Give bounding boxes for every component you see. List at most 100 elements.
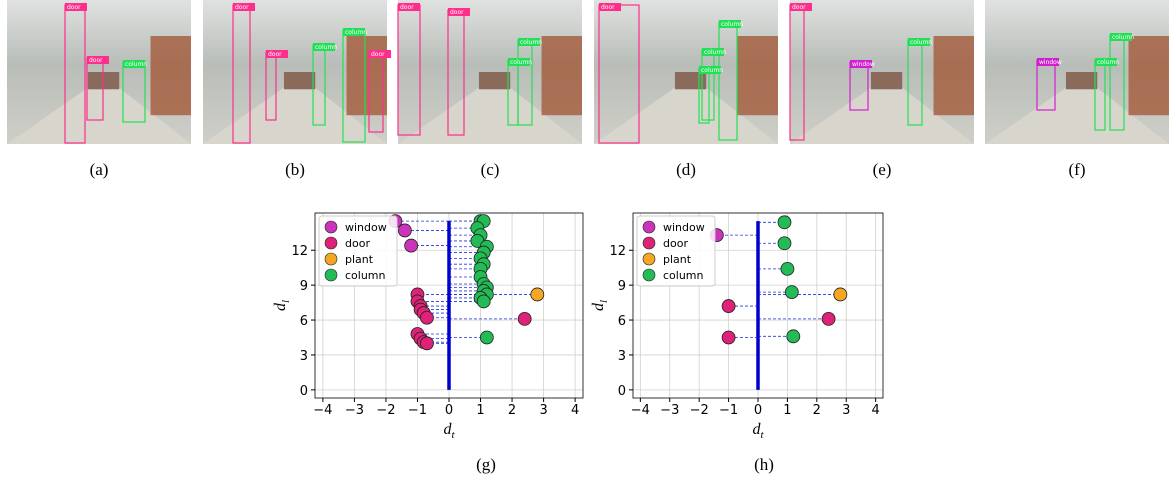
- y-tick-label: 6: [300, 314, 308, 329]
- photo-brick-wall: [151, 36, 191, 115]
- legend-label: door: [345, 237, 370, 250]
- legend-label: plant: [663, 253, 692, 266]
- detection-tag: column: [704, 49, 726, 56]
- x-tick-label: −4: [313, 403, 332, 418]
- detection-tag: door: [268, 51, 282, 58]
- photo-brick-wall: [1129, 36, 1169, 115]
- x-tick-label: 0: [445, 403, 453, 418]
- figure: door door column (a) door door column column doo…: [0, 0, 1169, 484]
- y-axis-label: dl: [590, 300, 610, 311]
- detection-tag: door: [450, 9, 464, 16]
- y-tick-label: 3: [618, 349, 626, 364]
- y-axis-label-sub: l: [598, 300, 610, 303]
- x-axis-label-sub: t: [451, 429, 455, 441]
- legend-marker: [643, 269, 655, 281]
- x-tick-label: 3: [539, 403, 547, 418]
- x-tick-label: −1: [408, 403, 427, 418]
- y-tick-label: 12: [609, 244, 626, 259]
- y-tick-label: 9: [300, 279, 308, 294]
- point: [531, 288, 544, 301]
- chart-caption: (g): [476, 455, 496, 474]
- x-tick-label: 1: [476, 403, 484, 418]
- x-tick-label: 1: [783, 403, 791, 418]
- x-axis-label: dt: [443, 421, 455, 441]
- photo-corridor: [284, 72, 315, 89]
- x-axis-label: dt: [752, 421, 764, 441]
- x-tick-label: 2: [813, 403, 821, 418]
- point: [518, 312, 531, 325]
- photo-corridor: [479, 72, 510, 89]
- detection-tag: column: [345, 29, 367, 36]
- y-tick-label: 0: [618, 384, 626, 399]
- detection-tag: door: [89, 57, 103, 64]
- y-tick-label: 6: [618, 314, 626, 329]
- legend-marker: [325, 269, 337, 281]
- y-tick-label: 9: [618, 279, 626, 294]
- point: [480, 331, 493, 344]
- point: [822, 312, 835, 325]
- x-tick-label: −3: [660, 403, 679, 418]
- x-tick-label: 2: [508, 403, 516, 418]
- legend-label: plant: [345, 253, 374, 266]
- detection-tag: door: [792, 4, 806, 11]
- point: [778, 216, 791, 229]
- detection-tag: window: [852, 61, 875, 68]
- photo-brick-wall: [934, 36, 974, 115]
- photo-caption: (e): [873, 160, 892, 179]
- photo-corridor: [1066, 72, 1097, 89]
- detection-tag: column: [910, 39, 932, 46]
- detection-tag: column: [520, 39, 542, 46]
- detection-tag: door: [235, 4, 249, 11]
- point: [722, 300, 735, 313]
- point: [781, 262, 794, 275]
- legend-label: door: [663, 237, 688, 250]
- photo-brick-wall: [542, 36, 582, 115]
- y-axis-label: dl: [272, 300, 292, 311]
- point: [477, 295, 490, 308]
- detection-tag: column: [510, 59, 532, 66]
- point: [787, 330, 800, 343]
- legend-label: column: [345, 269, 386, 282]
- photo-brick-wall: [347, 36, 387, 115]
- photo-caption: (f): [1069, 160, 1086, 179]
- x-tick-label: −1: [719, 403, 738, 418]
- legend-marker: [643, 221, 655, 233]
- photo-caption: (c): [481, 160, 500, 179]
- y-tick-label: 0: [300, 384, 308, 399]
- detection-tag: door: [67, 4, 81, 11]
- point: [834, 288, 847, 301]
- detection-tag: column: [1097, 59, 1119, 66]
- detection-tag: column: [701, 67, 723, 74]
- photo-caption: (b): [285, 160, 305, 179]
- y-tick-label: 12: [291, 244, 308, 259]
- legend-label: window: [345, 221, 387, 234]
- point: [420, 311, 433, 324]
- point: [722, 331, 735, 344]
- x-tick-label: 0: [754, 403, 762, 418]
- photo-caption: (d): [676, 160, 696, 179]
- x-tick-label: 3: [842, 403, 850, 418]
- legend-label: window: [663, 221, 705, 234]
- point: [778, 237, 791, 250]
- x-tick-label: 4: [872, 403, 880, 418]
- detection-tag: window: [1039, 59, 1062, 66]
- x-tick-label: −4: [631, 403, 650, 418]
- detection-tag: column: [315, 44, 337, 51]
- y-tick-label: 3: [300, 349, 308, 364]
- detection-tag: door: [371, 51, 385, 58]
- photo-corridor: [871, 72, 902, 89]
- detection-tag: door: [400, 4, 414, 11]
- page: {"photos": [ {"caption": "(a)", "detecti…: [0, 0, 1169, 484]
- photo-brick-wall: [738, 36, 778, 115]
- legend-marker: [643, 237, 655, 249]
- y-axis-label-sub: l: [280, 300, 292, 303]
- point: [398, 224, 411, 237]
- point: [405, 239, 418, 252]
- legend-marker: [325, 221, 337, 233]
- detection-tag: column: [721, 21, 743, 28]
- point: [785, 286, 798, 299]
- detection-tag: column: [125, 61, 147, 68]
- x-tick-label: −2: [376, 403, 395, 418]
- photo-caption: (a): [90, 160, 109, 179]
- chart-caption: (h): [754, 455, 774, 474]
